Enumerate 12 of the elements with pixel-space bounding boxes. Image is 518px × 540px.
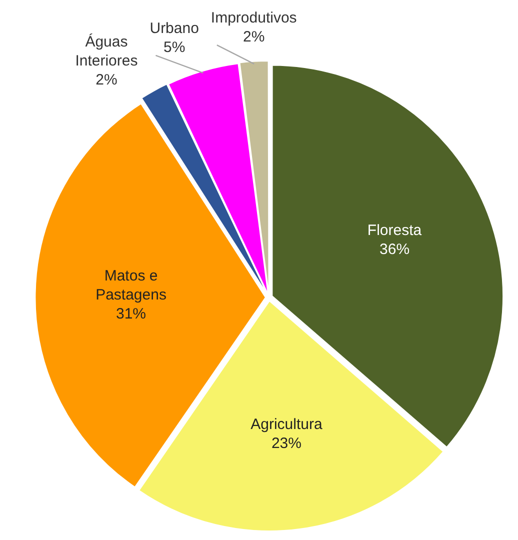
data-label: 31% <box>116 305 146 322</box>
slice-label: Águas Interiores <box>75 32 138 70</box>
data-label: 5% <box>163 39 186 56</box>
slice-label: Matos e Pastagens <box>96 267 166 304</box>
data-label: 2% <box>243 28 265 46</box>
slice-label: Urbano <box>150 20 199 38</box>
data-label: 36% <box>380 240 410 258</box>
slice-label: Improdutivos <box>210 10 297 27</box>
data-label: 2% <box>96 72 118 89</box>
slice-label: Floresta <box>367 222 422 239</box>
data-label: 23% <box>271 435 302 452</box>
slice-label: Agricultura <box>250 416 323 434</box>
